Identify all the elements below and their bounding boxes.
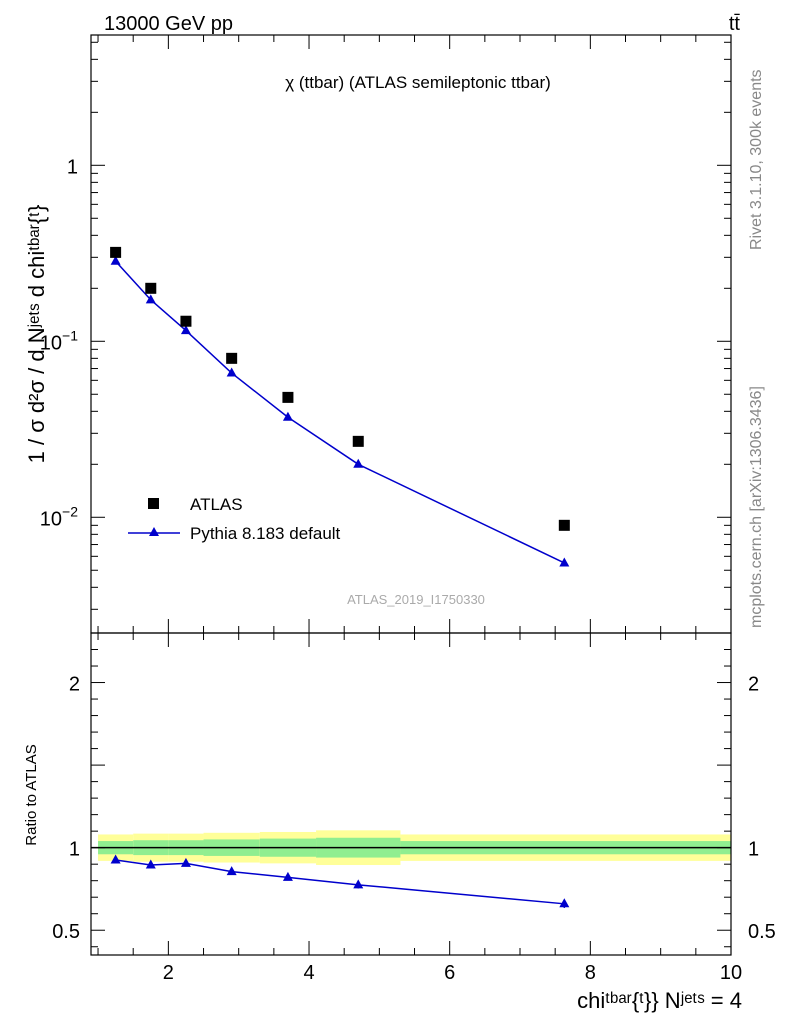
ratio-y-tick-label-right: 2 — [748, 674, 759, 696]
ratio-point — [226, 866, 237, 876]
main-y-tick-label: 10−2 — [40, 503, 78, 530]
ratio-point — [110, 854, 121, 864]
x-axis-label: chiᵗᵇᵃʳ{ᵗ}} Nʲᵉᵗˢ = 4 — [577, 988, 742, 1013]
data-point — [145, 282, 157, 294]
data-point — [110, 246, 122, 258]
ratio-y-tick-label-left: 1 — [69, 839, 80, 861]
legend-mc-label: Pythia 8.183 default — [190, 524, 341, 543]
mc-point — [110, 255, 121, 265]
main-y-tick-label: 1 — [67, 156, 78, 178]
ratio-plot-frame — [90, 632, 732, 956]
energy-label: 13000 GeV pp — [104, 13, 233, 35]
legend-mc-marker — [149, 527, 159, 536]
plot-title: χ (ttbar) (ATLAS semileptonic ttbar) — [285, 73, 551, 92]
ratio-y-tick-label-right: 0.5 — [748, 921, 776, 943]
x-tick-label: 2 — [163, 962, 174, 984]
legend-data-label: ATLAS — [190, 495, 243, 514]
ratio-point — [353, 879, 364, 889]
ratio-y-tick-label-left: 0.5 — [52, 921, 80, 943]
mc-point — [145, 294, 156, 304]
rivet-version-label: Rivet 3.1.10, 300k events — [748, 69, 765, 250]
mc-series-points — [110, 255, 570, 567]
data-point — [282, 391, 294, 403]
ratio-series-points — [110, 854, 570, 908]
mc-point — [226, 367, 237, 377]
ratio-point — [145, 859, 156, 869]
tick-exponent: −2 — [62, 503, 78, 519]
ratio-y-tick-label-right: 1 — [748, 839, 759, 861]
axis-ticks — [91, 35, 732, 955]
x-tick-label: 4 — [303, 962, 314, 984]
mc-series-line — [115, 260, 565, 564]
mcplots-citation-label: mcplots.cern.ch [arXiv:1306.3436] — [748, 386, 765, 628]
mc-point — [559, 557, 570, 567]
legend-data-marker — [148, 498, 159, 509]
data-series-points — [110, 246, 570, 531]
data-point — [352, 435, 364, 447]
mc-point — [282, 411, 293, 421]
data-point — [558, 519, 570, 531]
mc-point — [180, 325, 191, 335]
mc-point — [353, 458, 364, 468]
x-tick-label: 10 — [720, 962, 742, 984]
ratio-y-tick-label-left: 2 — [69, 674, 80, 696]
data-point — [226, 352, 238, 364]
ratio-y-axis-label: Ratio to ATLAS — [23, 744, 40, 845]
main-y-axis-label: 1 / σ d²σ / d Nʲᵉᵗˢ d chiᵗᵇᵃʳ{ᵗ} — [24, 205, 49, 464]
process-label: tt̄ — [729, 13, 741, 35]
x-tick-label: 8 — [585, 962, 596, 984]
ratio-point — [559, 898, 570, 908]
ratio-point — [180, 857, 191, 867]
x-tick-label: 6 — [444, 962, 455, 984]
tick-exponent: −1 — [62, 327, 78, 343]
data-point — [180, 315, 192, 327]
ratio-point — [282, 871, 293, 881]
analysis-watermark: ATLAS_2019_I1750330 — [347, 592, 485, 607]
